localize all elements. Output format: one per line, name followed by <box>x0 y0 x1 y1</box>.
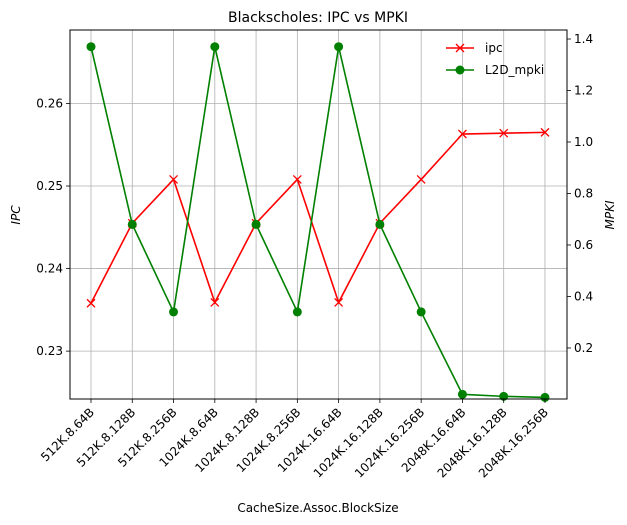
series-layer <box>86 42 550 402</box>
marker-stroke <box>169 174 178 184</box>
data-point-L2D_mpki <box>375 219 385 229</box>
data-point-L2D_mpki <box>540 392 550 402</box>
right-tick-label: 1.0 <box>574 135 593 149</box>
right-tick-label: 1.4 <box>574 32 593 46</box>
legend-marker <box>455 43 465 53</box>
x-tick-label: 2048K.16.128B <box>435 405 510 480</box>
legend-label: L2D_mpki <box>485 63 544 77</box>
data-point-L2D_mpki <box>86 42 96 52</box>
left-tick-label: 0.24 <box>36 262 63 276</box>
data-point-ipc <box>499 128 509 138</box>
x-tick-label: 1024K.16.128B <box>311 405 386 480</box>
data-point-ipc <box>292 174 302 184</box>
legend: ipc L2D_mpki <box>446 41 544 77</box>
marker-stroke <box>292 174 302 184</box>
marker-stroke <box>416 174 426 184</box>
marker-stroke <box>457 129 467 139</box>
data-point-L2D_mpki <box>292 307 302 317</box>
legend-label: ipc <box>485 41 503 55</box>
right-axis-label: MPKI <box>603 200 617 229</box>
marker-stroke <box>499 128 509 138</box>
left-axis-label: IPC <box>9 205 23 225</box>
left-axis: 0.23 0.24 0.25 0.26 <box>36 96 70 358</box>
data-point-ipc <box>169 174 178 184</box>
data-point-L2D_mpki <box>251 219 261 229</box>
chart-title: Blackscholes: IPC vs MPKI <box>228 10 408 26</box>
left-tick-label: 0.25 <box>36 179 63 193</box>
data-point-ipc <box>210 297 220 307</box>
marker-stroke <box>210 297 220 307</box>
marker-stroke <box>455 43 465 53</box>
data-point-ipc <box>457 129 467 139</box>
data-point-L2D_mpki <box>334 42 344 52</box>
data-point-ipc <box>334 297 344 307</box>
data-point-L2D_mpki <box>210 42 220 52</box>
series-line-ipc <box>90 131 545 305</box>
right-axis: 0.2 0.4 0.6 0.8 1.0 1.2 1.4 <box>567 32 593 355</box>
marker-stroke <box>334 297 344 307</box>
data-point-L2D_mpki <box>457 389 467 399</box>
plot-frame <box>69 29 568 400</box>
right-tick-label: 0.4 <box>574 289 593 303</box>
series-line-L2D_mpki <box>90 46 545 399</box>
x-axis: 512K.8.64B512K.8.128B512K.8.256B1024K.8.… <box>38 399 551 480</box>
data-point-L2D_mpki <box>169 307 179 317</box>
data-point-ipc <box>86 298 96 308</box>
left-tick-label: 0.26 <box>36 96 63 110</box>
right-tick-label: 1.2 <box>574 84 593 98</box>
data-point-L2D_mpki <box>127 219 137 229</box>
right-tick-label: 0.8 <box>574 186 593 200</box>
x-axis-label: CacheSize.Assoc.BlockSize <box>237 501 398 515</box>
data-point-ipc <box>416 174 426 184</box>
data-point-L2D_mpki <box>416 307 426 317</box>
x-tick-label: 1024K.16.256B <box>352 405 427 480</box>
right-tick-label: 0.6 <box>574 238 593 252</box>
legend-marker <box>455 65 465 75</box>
marker-stroke <box>540 127 550 137</box>
marker-stroke <box>86 298 96 308</box>
grid <box>70 30 567 399</box>
left-tick-label: 0.23 <box>36 344 63 358</box>
data-point-ipc <box>540 127 550 137</box>
right-tick-label: 0.2 <box>574 341 593 355</box>
x-tick-label: 2048K.16.256B <box>476 405 551 480</box>
